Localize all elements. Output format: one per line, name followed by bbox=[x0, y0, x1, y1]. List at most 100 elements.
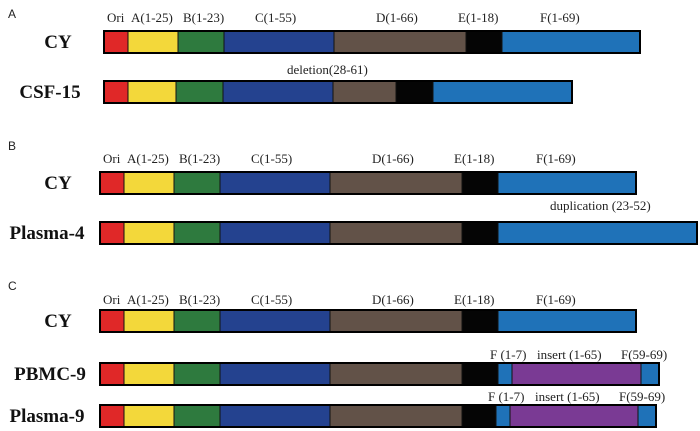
segment-C bbox=[223, 30, 335, 54]
segment-C bbox=[219, 362, 331, 386]
segment-F bbox=[640, 362, 660, 386]
segment-label-E: E(1-18) bbox=[454, 151, 494, 166]
segment-label-B: B(1-23) bbox=[179, 292, 220, 307]
segment-D bbox=[329, 309, 463, 333]
segment-E bbox=[461, 309, 499, 333]
segment-label-D: D(1-66) bbox=[372, 292, 414, 307]
segment-label-A: A(1-25) bbox=[131, 10, 173, 25]
segment-D bbox=[329, 171, 463, 195]
segment-E bbox=[461, 404, 497, 428]
segment-label-B: B(1-23) bbox=[183, 10, 224, 25]
segment-label-B: B(1-23) bbox=[179, 151, 220, 166]
segment-F bbox=[432, 80, 573, 104]
annotation: insert (1-65) bbox=[535, 389, 600, 404]
segment-label-Ori: Ori bbox=[107, 10, 125, 25]
panel-label-C: C bbox=[8, 279, 17, 293]
segment-label-D: D(1-66) bbox=[372, 151, 414, 166]
segment-label-F: F(1-69) bbox=[536, 292, 576, 307]
segment-Ori bbox=[99, 309, 125, 333]
row-name: CSF-15 bbox=[19, 82, 80, 103]
annotation: insert (1-65) bbox=[537, 347, 602, 362]
segment-D bbox=[329, 362, 463, 386]
row-name: CY bbox=[44, 311, 72, 332]
segment-F bbox=[501, 30, 641, 54]
row-bar-outline bbox=[99, 221, 698, 245]
row-name: CY bbox=[44, 32, 72, 53]
segment-insert bbox=[509, 404, 639, 428]
segment-F bbox=[497, 171, 637, 195]
segment-Ori bbox=[99, 221, 125, 245]
segment-Ori bbox=[103, 80, 129, 104]
annotation: F(59-69) bbox=[619, 389, 665, 404]
annotation: deletion(28-61) bbox=[287, 62, 368, 77]
row-bar-outline bbox=[99, 362, 660, 386]
segment-label-Ori: Ori bbox=[103, 151, 121, 166]
segment-B bbox=[173, 171, 221, 195]
segment-label-A: A(1-25) bbox=[127, 151, 169, 166]
segment-Ori bbox=[99, 171, 125, 195]
row-name: Plasma-4 bbox=[10, 223, 85, 244]
segment-Ori bbox=[103, 30, 129, 54]
segment-F bbox=[637, 404, 657, 428]
annotation: F (1-7) bbox=[490, 347, 526, 362]
segment-D bbox=[332, 80, 397, 104]
segment-A bbox=[123, 309, 175, 333]
segment-B bbox=[173, 362, 221, 386]
row-name: PBMC-9 bbox=[14, 364, 86, 385]
segment-A bbox=[123, 404, 175, 428]
segment-C bbox=[219, 309, 331, 333]
panel-label-A: A bbox=[8, 7, 16, 21]
segment-A bbox=[127, 80, 177, 104]
segment-E bbox=[461, 362, 499, 386]
segment-B bbox=[177, 30, 225, 54]
segment-label-C: C(1-55) bbox=[251, 292, 292, 307]
segment-B bbox=[173, 221, 221, 245]
segment-B bbox=[175, 80, 224, 104]
segment-B bbox=[173, 309, 221, 333]
segment-A bbox=[127, 30, 179, 54]
row-name: Plasma-9 bbox=[10, 406, 85, 427]
segment-F bbox=[497, 221, 698, 245]
segment-label-Ori: Ori bbox=[103, 292, 121, 307]
panel-label-B: B bbox=[8, 139, 16, 153]
segment-label-D: D(1-66) bbox=[376, 10, 418, 25]
segment-Ori bbox=[99, 404, 125, 428]
segment-E bbox=[465, 30, 503, 54]
segment-label-A: A(1-25) bbox=[127, 292, 169, 307]
segment-label-F: F(1-69) bbox=[536, 151, 576, 166]
segment-label-C: C(1-55) bbox=[255, 10, 296, 25]
segment-insert bbox=[511, 362, 642, 386]
segment-C bbox=[219, 404, 331, 428]
segment-label-E: E(1-18) bbox=[458, 10, 498, 25]
annotation: F (1-7) bbox=[488, 389, 524, 404]
annotation: F(59-69) bbox=[621, 347, 667, 362]
annotation: duplication (23-52) bbox=[550, 198, 651, 213]
segment-E bbox=[461, 221, 499, 245]
segment-D bbox=[333, 30, 467, 54]
segment-A bbox=[123, 362, 175, 386]
segment-A bbox=[123, 171, 175, 195]
segment-A bbox=[123, 221, 175, 245]
segment-E bbox=[395, 80, 434, 104]
segment-E bbox=[461, 171, 499, 195]
segment-D bbox=[329, 221, 463, 245]
segment-label-C: C(1-55) bbox=[251, 151, 292, 166]
segment-C bbox=[219, 221, 331, 245]
segment-B bbox=[173, 404, 221, 428]
segment-label-E: E(1-18) bbox=[454, 292, 494, 307]
segment-D bbox=[329, 404, 463, 428]
row-name: CY bbox=[44, 173, 72, 194]
segment-C bbox=[219, 171, 331, 195]
segment-F bbox=[497, 309, 637, 333]
segment-Ori bbox=[99, 362, 125, 386]
segment-F bbox=[495, 404, 511, 428]
segment-label-F: F(1-69) bbox=[540, 10, 580, 25]
row-bar-outline bbox=[103, 80, 573, 104]
segment-C bbox=[222, 80, 334, 104]
row-bar-outline bbox=[99, 309, 637, 333]
row-bar-outline bbox=[99, 404, 657, 428]
row-bar-outline bbox=[99, 171, 637, 195]
segment-F bbox=[497, 362, 513, 386]
row-bar-outline bbox=[103, 30, 641, 54]
